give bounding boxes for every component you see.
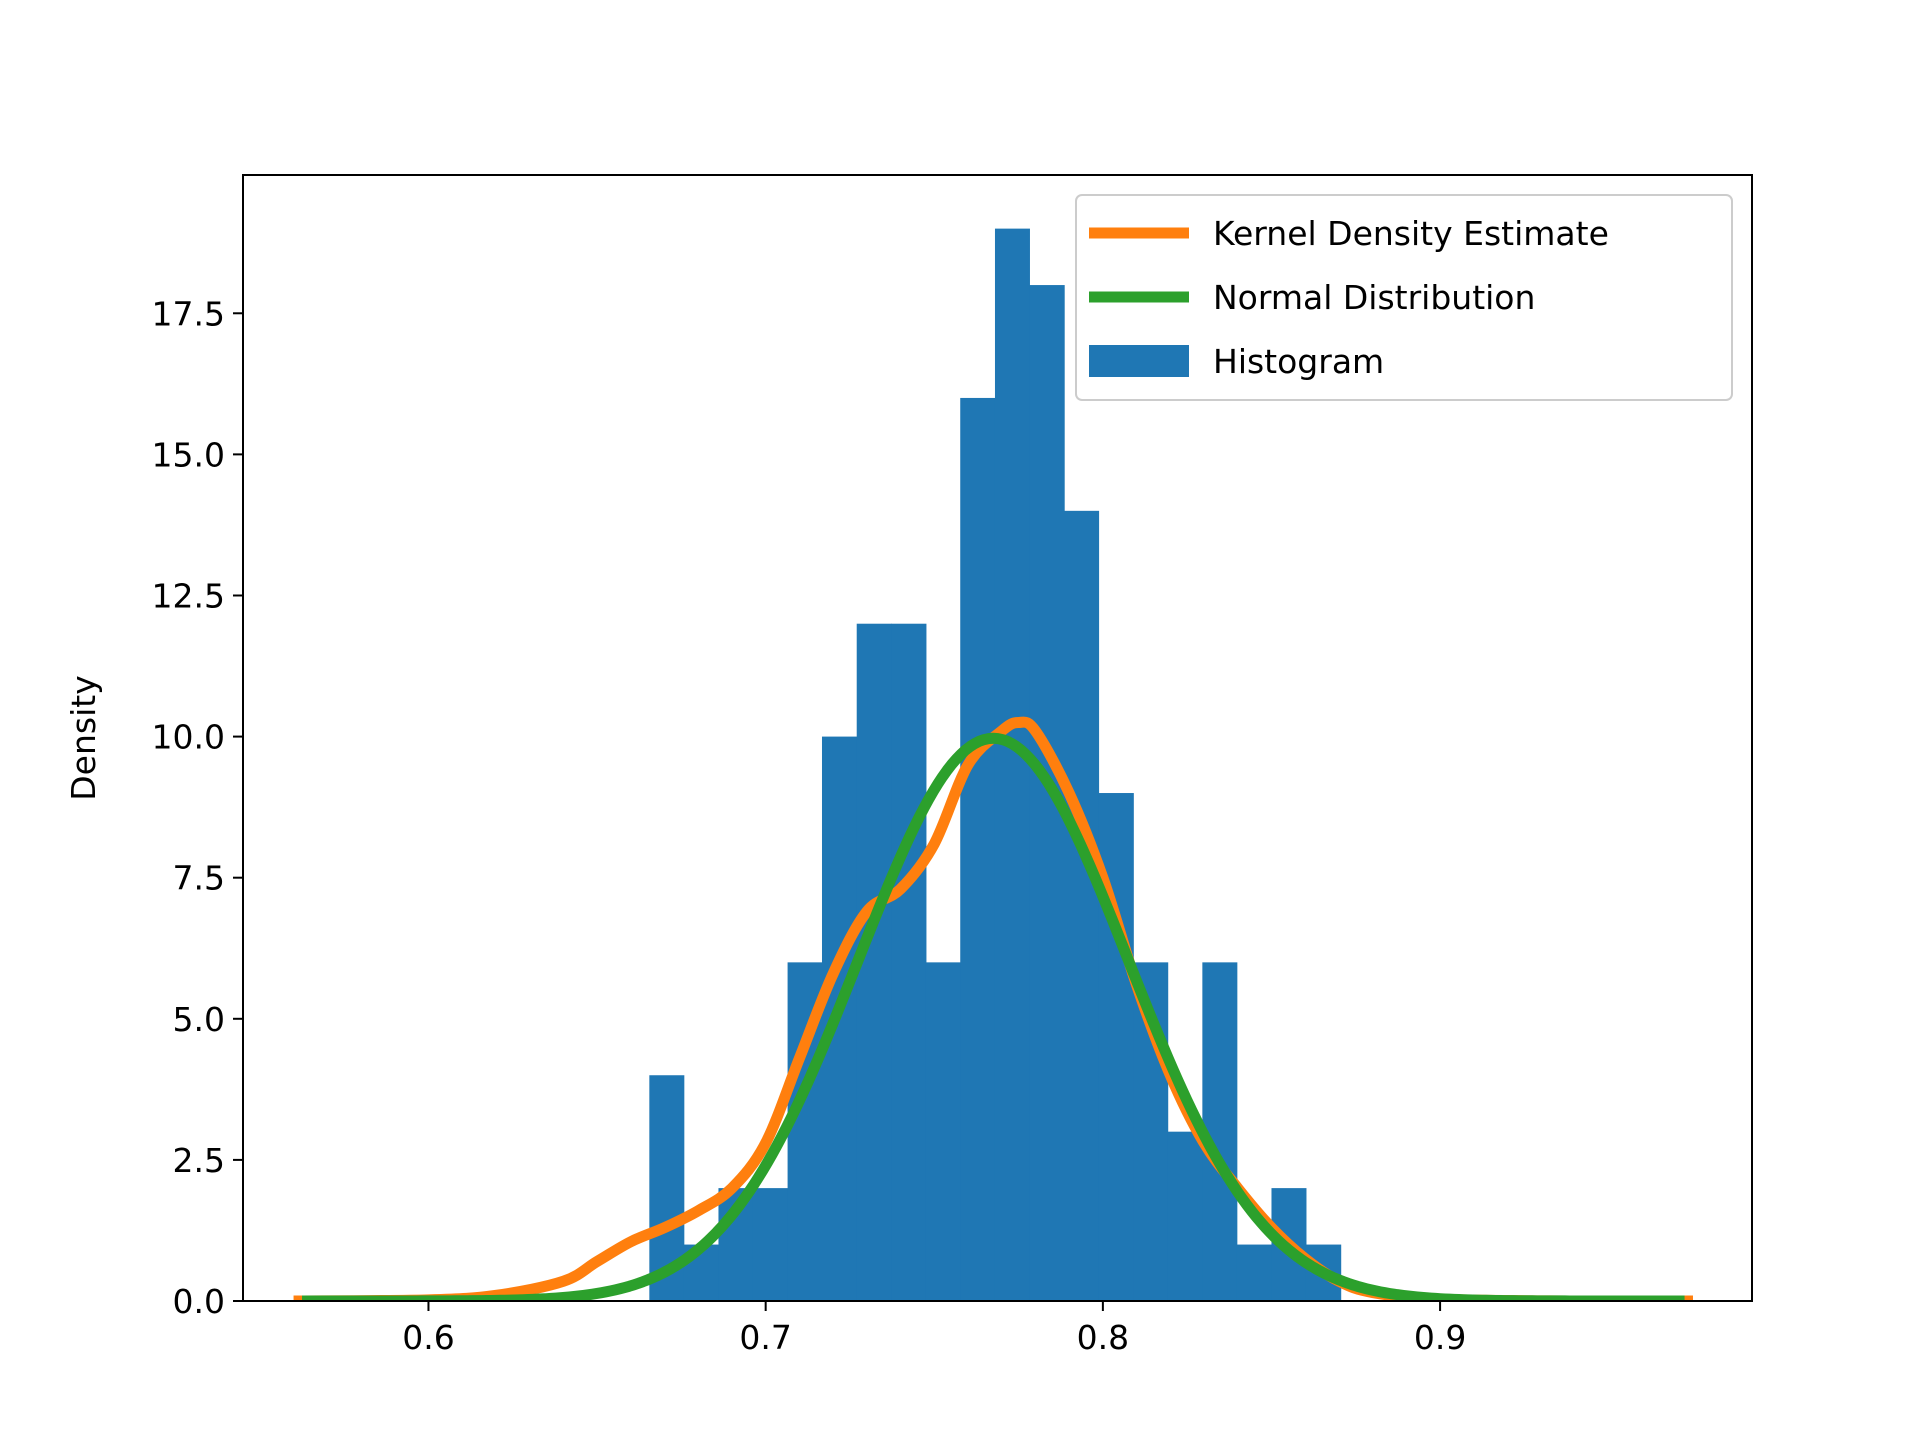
y-tick-label: 17.5 [152, 294, 225, 333]
y-axis-ticks: 0.0 2.5 5.0 7.5 10.0 12.5 15.0 17.5 [152, 294, 243, 1321]
y-tick-label: 5.0 [173, 1000, 225, 1039]
legend: Kernel Density Estimate Normal Distributi… [1075, 194, 1733, 401]
y-tick-label: 15.0 [152, 435, 225, 474]
legend-label: Histogram [1213, 342, 1384, 381]
histogram-bar [891, 623, 927, 1301]
y-tick-label: 10.0 [152, 718, 225, 757]
axes-frame [242, 174, 1753, 1302]
y-tick-label: 12.5 [152, 576, 225, 615]
x-axis-ticks: 0.6 0.7 0.8 0.9 [402, 1301, 1466, 1357]
histogram-bars [649, 228, 1342, 1302]
x-tick-label: 0.6 [402, 1318, 454, 1357]
legend-label: Normal Distribution [1213, 278, 1535, 317]
histogram-bar [1236, 1244, 1273, 1301]
density-lines [293, 716, 1693, 1301]
histogram-bar [960, 397, 996, 1301]
x-tick-label: 0.7 [739, 1318, 791, 1357]
legend-swatch [1089, 345, 1189, 377]
histogram-bar [1064, 510, 1100, 1301]
histogram-bar [994, 228, 1030, 1302]
histogram-bar [752, 1188, 789, 1301]
histogram-bar [1167, 1131, 1203, 1301]
legend-box [1075, 194, 1733, 401]
y-tick-label: 2.5 [173, 1141, 225, 1180]
y-axis-label: Density [64, 675, 103, 800]
legend-label: Kernel Density Estimate [1213, 214, 1609, 253]
histogram-bar [925, 962, 961, 1301]
x-tick-label: 0.8 [1077, 1318, 1129, 1357]
x-tick-label: 0.9 [1414, 1318, 1466, 1357]
y-tick-label: 0.0 [173, 1282, 225, 1321]
normal-distribution-line [301, 732, 1686, 1301]
y-tick-label: 7.5 [173, 859, 225, 898]
